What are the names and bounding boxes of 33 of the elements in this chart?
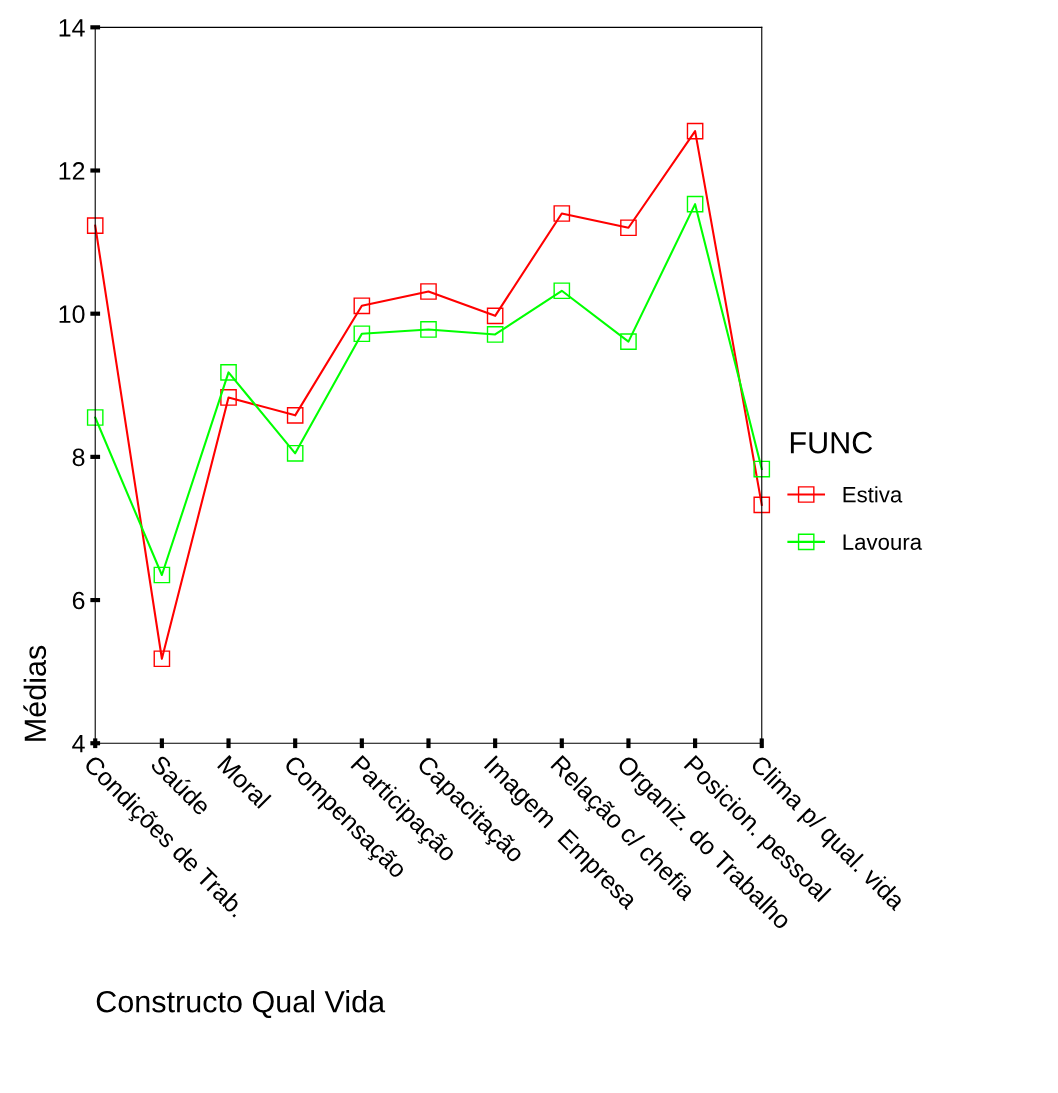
point [353,325,371,343]
y-tick-label: 6 [72,591,85,610]
point [686,195,704,213]
point [286,444,304,462]
y-tick-label: 10 [59,305,85,323]
point [153,566,171,584]
point [86,409,104,426]
y-tick-label: 8 [72,448,85,467]
point [486,326,504,343]
point [153,650,171,668]
point [553,282,571,300]
y-tick-label: 4 [72,735,85,753]
point [620,333,637,350]
point [220,389,237,406]
point [420,283,437,300]
legend-title: FUNC [790,431,873,454]
legend-label: Estiva [843,486,903,503]
y-axis-title: Médias [23,645,47,741]
y-tick-label: 14 [59,19,85,37]
x-axis-title: Constructo Qual Vida [96,990,386,1018]
point [753,496,771,514]
point [486,307,504,325]
point [753,460,771,478]
point [86,217,104,234]
point [220,364,237,381]
point [686,122,704,140]
point [286,407,304,424]
point [620,219,637,237]
legend-label: Lavoura [843,534,923,550]
point [553,205,571,222]
point [353,297,371,315]
point [420,321,437,338]
y-tick-label: 12 [59,162,85,180]
